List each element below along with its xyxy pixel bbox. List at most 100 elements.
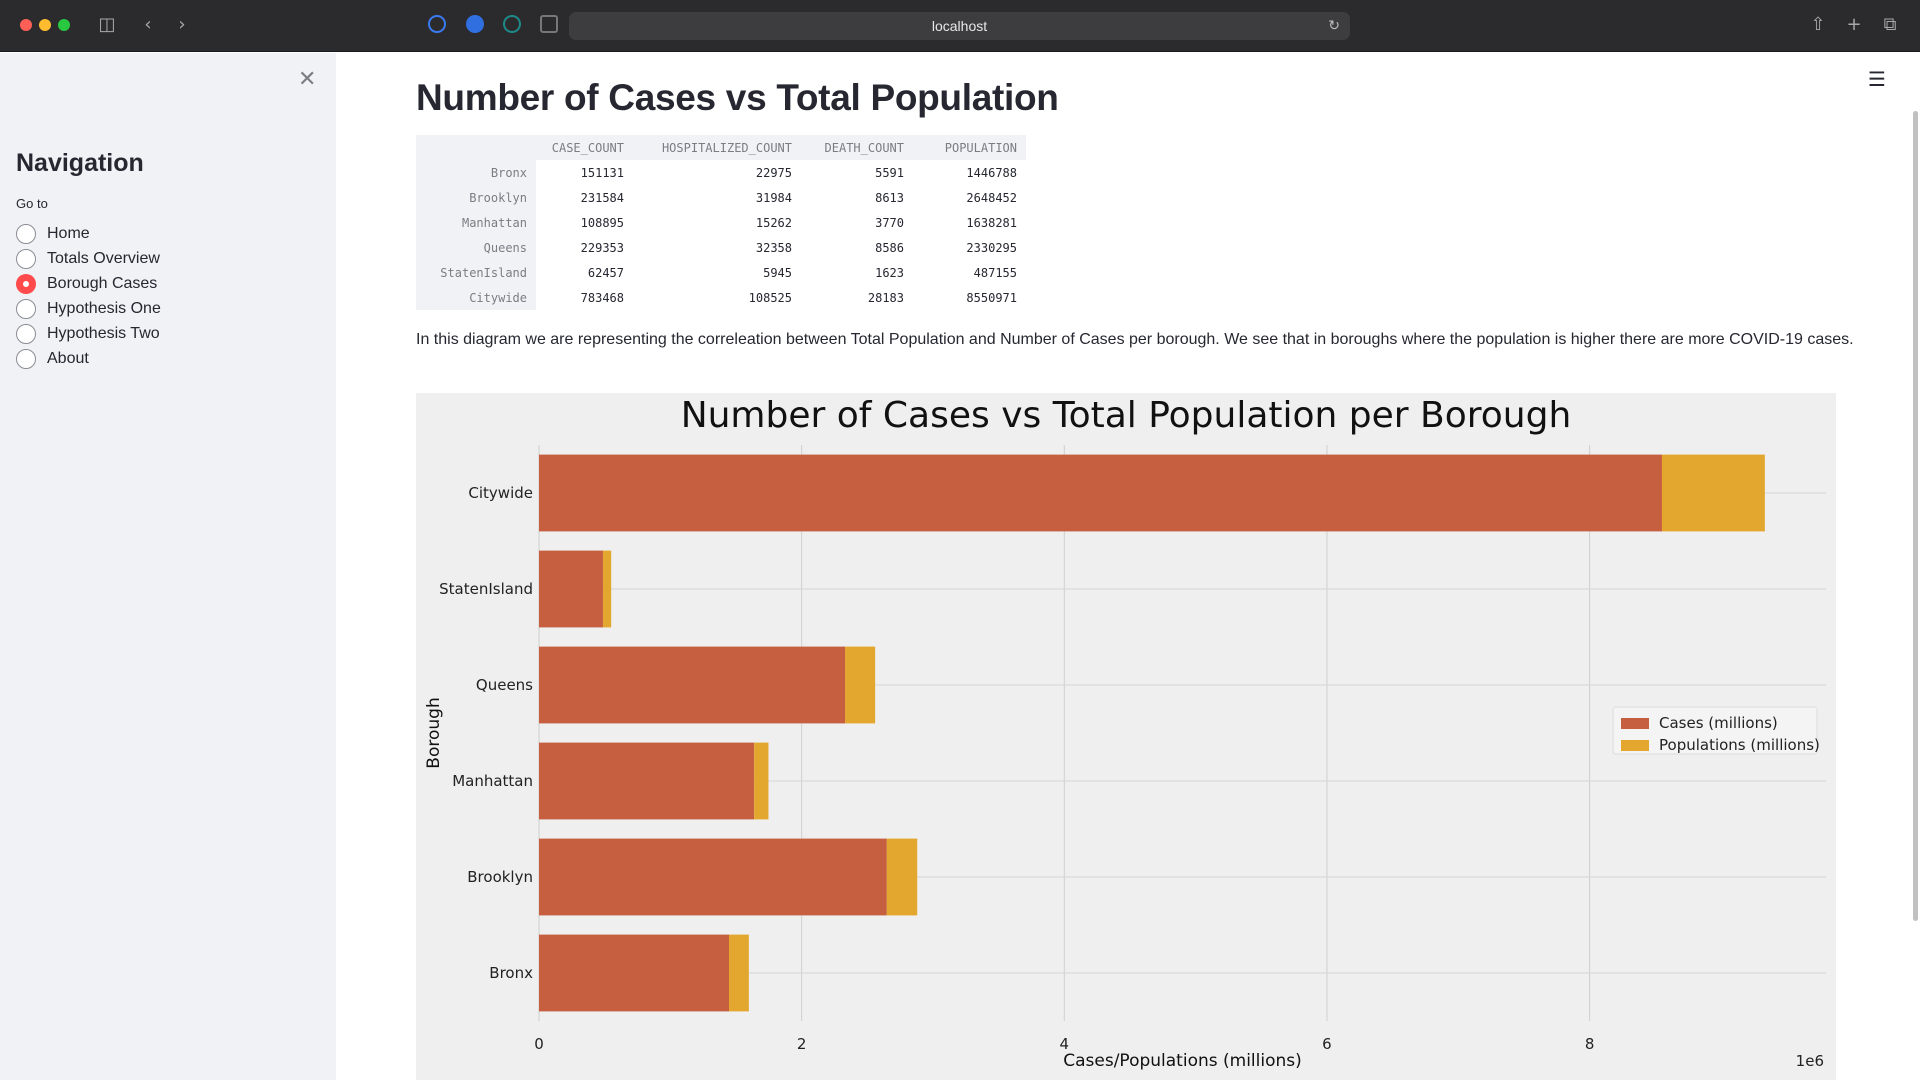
table-header-row: CASE_COUNT HOSPITALIZED_COUNT DEATH_COUN… — [416, 135, 1026, 160]
table-cell: 8586 — [875, 240, 904, 255]
reload-icon[interactable]: ↻ — [1328, 18, 1340, 34]
nav-item-about[interactable]: About — [16, 346, 161, 371]
extension-password-icon[interactable] — [466, 15, 484, 33]
table-row: Brooklyn 231584 31984 8613 2648452 — [416, 185, 1026, 210]
nav-item-hypothesis-two[interactable]: Hypothesis Two — [16, 321, 161, 346]
row-index: Manhattan — [416, 210, 536, 235]
column-header[interactable]: DEATH_COUNT — [801, 135, 913, 160]
radio-icon[interactable] — [16, 323, 36, 344]
extension-shield-icon[interactable] — [540, 15, 558, 33]
table-row: Bronx 151131 22975 5591 1446788 — [416, 160, 1026, 185]
nav-item-label: Hypothesis One — [47, 299, 161, 317]
table-cell: 62457 — [587, 265, 624, 280]
chart-title: Number of Cases vs Total Population per … — [680, 395, 1572, 436]
extension-blocker-icon[interactable] — [428, 15, 446, 33]
table-cell: 5591 — [875, 165, 904, 180]
nav-item-totals-overview[interactable]: Totals Overview — [16, 246, 161, 271]
table-cell: 2330295 — [966, 240, 1017, 255]
minimize-window-button[interactable] — [39, 19, 51, 31]
x-axis-offset-label: 1e6 — [1796, 1052, 1824, 1070]
radio-selected-icon[interactable] — [16, 273, 36, 294]
y-tick-label: Bronx — [489, 964, 533, 982]
table-cell: 231584 — [580, 190, 624, 205]
forward-icon[interactable]: › — [178, 14, 186, 35]
dataframe-table: CASE_COUNT HOSPITALIZED_COUNT DEATH_COUN… — [416, 135, 1026, 310]
radio-icon[interactable] — [16, 248, 36, 269]
scrollbar[interactable] — [1913, 111, 1918, 921]
close-sidebar-icon[interactable]: ✕ — [298, 67, 317, 92]
nav-item-borough-cases[interactable]: Borough Cases — [16, 271, 161, 296]
x-tick-label: 8 — [1585, 1035, 1595, 1053]
column-header[interactable]: CASE_COUNT — [536, 135, 633, 160]
table-cell: 108895 — [580, 215, 624, 230]
table-cell: 22975 — [755, 165, 792, 180]
page-title: Number of Cases vs Total Population — [416, 77, 1059, 118]
legend-swatch — [1621, 740, 1649, 751]
table-cell: 1638281 — [966, 215, 1017, 230]
y-tick-label: StatenIsland — [439, 580, 533, 598]
nav-item-label: Home — [47, 224, 90, 242]
legend-box — [1612, 706, 1818, 755]
row-index: Bronx — [416, 160, 536, 185]
bar-cases — [539, 550, 603, 628]
bar-population — [845, 646, 876, 724]
radio-icon[interactable] — [16, 223, 36, 244]
radio-icon[interactable] — [16, 348, 36, 369]
back-icon[interactable]: ‹ — [144, 14, 152, 35]
bar-population — [1661, 454, 1765, 532]
close-window-button[interactable] — [20, 19, 32, 31]
table-row: Manhattan 108895 15262 3770 1638281 — [416, 210, 1026, 235]
nav-item-home[interactable]: Home — [16, 221, 161, 246]
y-tick-label: Brooklyn — [467, 868, 533, 886]
legend-swatch — [1621, 718, 1649, 729]
row-index: StatenIsland — [416, 260, 536, 285]
table-row: StatenIsland 62457 5945 1623 487155 — [416, 260, 1026, 285]
radio-icon[interactable] — [16, 298, 36, 319]
table-cell: 32358 — [755, 240, 792, 255]
x-tick-label: 4 — [1060, 1035, 1070, 1053]
table-cell: 487155 — [973, 265, 1017, 280]
share-icon[interactable]: ⇧ — [1810, 14, 1826, 35]
table-cell: 28183 — [867, 290, 904, 305]
legend-label: Cases (millions) — [1659, 714, 1778, 732]
chart-svg: 0 2 4 6 8 Bronx Brooklyn Manhattan Queens StatenI… — [424, 445, 1826, 1071]
nav-item-label: Hypothesis Two — [47, 324, 160, 342]
column-header[interactable]: HOSPITALIZED_COUNT — [633, 135, 801, 160]
nav-item-hypothesis-one[interactable]: Hypothesis One — [16, 296, 161, 321]
legend-label: Populations (millions) — [1659, 736, 1820, 754]
table-row: Queens 229353 32358 8586 2330295 — [416, 235, 1026, 260]
column-header[interactable]: POPULATION — [913, 135, 1026, 160]
url-text: localhost — [931, 18, 988, 34]
sidebar: ✕ Navigation Go to Home Totals Overview … — [0, 53, 336, 1080]
y-tick-label: Citywide — [468, 484, 533, 502]
menu-icon[interactable]: ☰ — [1868, 67, 1886, 91]
sidebar-toggle-icon[interactable]: ◫ — [98, 14, 116, 35]
description-text: In this diagram we are representing the … — [416, 331, 1854, 348]
zoom-window-button[interactable] — [58, 19, 70, 31]
bar-cases — [539, 646, 846, 724]
bar-population — [729, 934, 749, 1012]
address-bar[interactable]: localhost ↻ — [569, 12, 1350, 40]
table-cell: 229353 — [580, 240, 624, 255]
table-cell: 15262 — [755, 215, 792, 230]
tab-overview-icon[interactable]: ⧉ — [1883, 14, 1897, 35]
bar-cases — [539, 838, 887, 916]
table-cell: 8550971 — [966, 290, 1017, 305]
bar-population — [886, 838, 918, 916]
row-index: Queens — [416, 235, 536, 260]
table-cell: 1446788 — [966, 165, 1017, 180]
table-cell: 783468 — [580, 290, 624, 305]
new-tab-icon[interactable]: + — [1846, 14, 1862, 35]
index-header — [416, 135, 536, 160]
goto-label: Go to — [16, 196, 48, 211]
extension-privacy-icon[interactable] — [503, 15, 521, 33]
bar-cases — [539, 454, 1662, 532]
x-axis-label: Cases/Populations (millions) — [1063, 1051, 1302, 1071]
bar-cases — [539, 742, 755, 820]
y-axis-label: Borough — [424, 697, 444, 768]
browser-toolbar: ◫ ‹ › localhost ↻ ⇧ + ⧉ — [0, 0, 1920, 52]
bar-chart: 0 2 4 6 8 Bronx Brooklyn Manhattan Queens StatenI… — [416, 393, 1836, 1080]
table-cell: 151131 — [580, 165, 624, 180]
x-tick-label: 2 — [797, 1035, 807, 1053]
bar-population — [754, 742, 769, 820]
